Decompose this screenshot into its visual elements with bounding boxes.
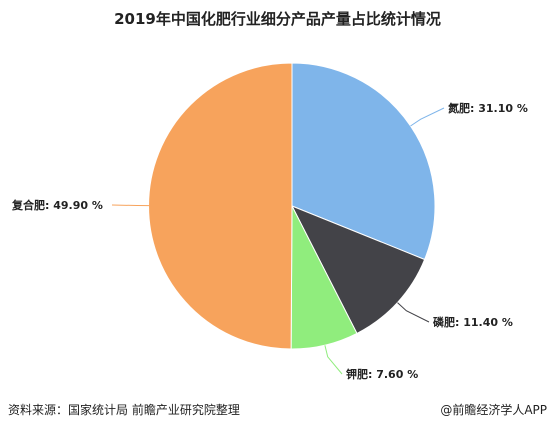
brand-credit: @前瞻经济学人APP [440, 403, 547, 417]
data-label-3: 复合肥: 49.90 % [11, 198, 103, 212]
footer: 资料来源：国家统计局 前瞻产业研究院整理 @前瞻经济学人APP [0, 397, 555, 427]
leader-line-3 [111, 204, 150, 207]
source-note: 资料来源：国家统计局 前瞻产业研究院整理 [8, 403, 240, 417]
data-label-0: 氮肥: 31.10 % [448, 101, 528, 115]
data-label-2: 钾肥: 7.60 % [346, 367, 418, 381]
leader-line-2 [324, 345, 343, 375]
chart-title: 2019年中国化肥行业细分产品产量占比统计情况 [114, 10, 441, 28]
pie-slice-0 [291, 62, 436, 261]
leader-line-1 [397, 302, 430, 323]
pie-chart: 氮肥: 31.10 % 磷肥: 11.40 % 钾肥: 7.60 % 复合肥: 49.… [11, 62, 528, 381]
pie-slice-3 [148, 62, 293, 350]
pie-slice-1 [290, 205, 426, 335]
leader-line-0 [410, 107, 445, 127]
data-label-1: 磷肥: 11.40 % [433, 315, 513, 329]
